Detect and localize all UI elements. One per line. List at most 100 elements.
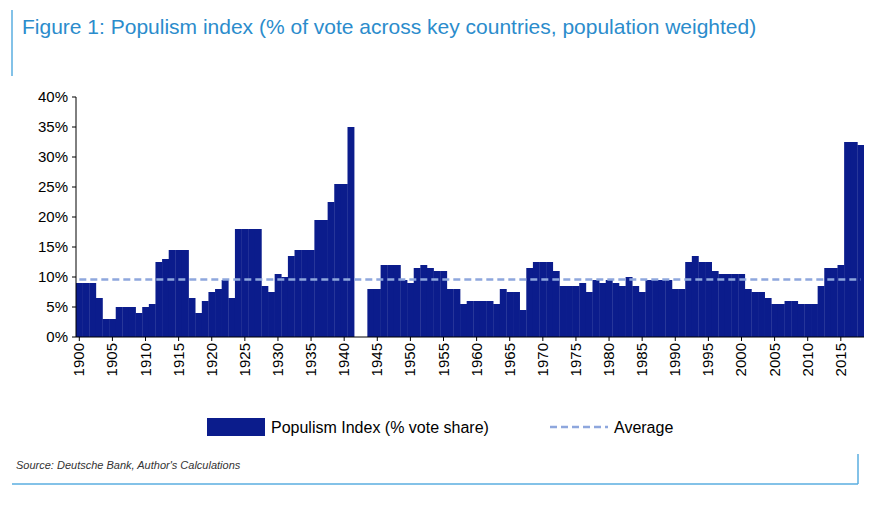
y-tick-label: 20% (38, 208, 68, 225)
bar (533, 262, 540, 337)
bar (440, 271, 447, 337)
x-tick-label: 1925 (236, 343, 253, 376)
bar (268, 292, 275, 337)
bar (129, 307, 136, 337)
x-tick (476, 337, 477, 341)
chart: 0%5%10%15%20%25%30%35%40%190019051910191… (0, 0, 882, 506)
bar (546, 262, 553, 337)
bar (493, 304, 500, 337)
x-tick (344, 337, 345, 341)
x-tick-label: 1970 (534, 343, 551, 376)
bar (301, 250, 308, 337)
bar (328, 202, 335, 337)
x-tick (509, 337, 510, 341)
bar (791, 301, 798, 337)
bar (89, 283, 96, 337)
bar (718, 274, 725, 337)
y-tick-label: 10% (38, 268, 68, 285)
x-tick (741, 337, 742, 341)
bar (480, 301, 487, 337)
bar (367, 289, 374, 337)
x-tick-label: 1975 (567, 343, 584, 376)
bar (579, 283, 586, 337)
plot-area (76, 127, 864, 337)
y-tick (72, 187, 76, 188)
bar (606, 280, 613, 337)
bar (732, 274, 739, 337)
y-tick (72, 307, 76, 308)
x-tick-label: 1900 (70, 343, 87, 376)
legend-label: Average (614, 419, 673, 436)
x-tick-label: 1960 (468, 343, 485, 376)
bar (586, 292, 593, 337)
bar (228, 298, 235, 337)
y-tick-label: 30% (38, 148, 68, 165)
y-tick-label: 0% (46, 328, 68, 345)
bar (593, 280, 600, 337)
x-tick-label: 1910 (137, 343, 154, 376)
bar (540, 262, 547, 337)
bar (851, 142, 858, 337)
x-tick (609, 337, 610, 341)
bar (632, 286, 639, 337)
bar (142, 307, 149, 337)
bar (308, 250, 315, 337)
line (79, 278, 860, 281)
bar (672, 289, 679, 337)
bar (487, 301, 494, 337)
bar (149, 304, 156, 337)
bar (559, 286, 566, 337)
bar (692, 256, 699, 337)
bar (453, 289, 460, 337)
x-tick (178, 337, 179, 341)
bar (434, 271, 441, 337)
bar (275, 274, 282, 337)
bar (255, 229, 262, 337)
bar (838, 265, 845, 337)
y-tick-label: 35% (38, 118, 68, 135)
bar (520, 310, 527, 337)
x-tick-label: 1905 (103, 343, 120, 376)
x-tick (575, 337, 576, 341)
legend-swatch (550, 426, 608, 429)
bar (222, 280, 229, 337)
x-tick (542, 337, 543, 341)
bar (771, 304, 778, 337)
bar (189, 298, 196, 337)
bar (619, 286, 626, 337)
y-tick (72, 157, 76, 158)
x-tick (244, 337, 245, 341)
y-tick-label: 5% (46, 298, 68, 315)
bar (248, 229, 255, 337)
x-tick-label: 1940 (335, 343, 352, 376)
bar (844, 142, 851, 337)
bar (566, 286, 573, 337)
legend-label: Populism Index (% vote share) (271, 419, 489, 436)
bar (599, 283, 606, 337)
bar (645, 280, 652, 337)
bar (553, 271, 560, 337)
bar (685, 262, 692, 337)
bar (281, 277, 288, 337)
bar (374, 289, 381, 337)
x-tick (145, 337, 146, 341)
bar (626, 277, 633, 337)
x-tick (840, 337, 841, 341)
bar (513, 292, 520, 337)
bar (460, 304, 467, 337)
y-tick (72, 127, 76, 128)
y-tick (72, 247, 76, 248)
bar (745, 289, 752, 337)
bar (639, 292, 646, 337)
y-tick (72, 97, 76, 98)
x-tick-label: 2005 (766, 343, 783, 376)
y-tick (72, 277, 76, 278)
bar (778, 304, 785, 337)
bar (136, 313, 143, 337)
legend-swatch (207, 418, 265, 436)
bar (169, 250, 176, 337)
x-tick-label: 1950 (401, 343, 418, 376)
bar (235, 229, 242, 337)
y-axis (76, 97, 77, 337)
bar (765, 298, 772, 337)
